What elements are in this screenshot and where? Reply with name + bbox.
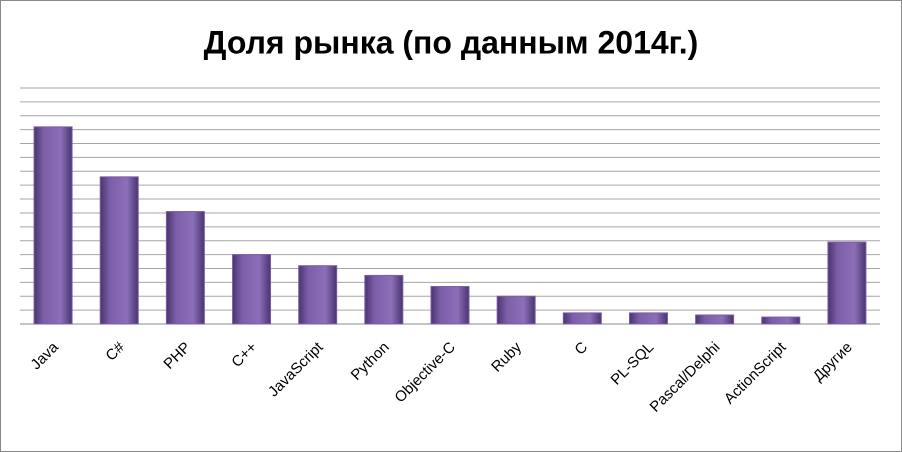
bar [364,274,404,325]
bar [827,241,867,325]
bar [430,286,470,325]
chart-title: Доля рынка (по данным 2014г.) [204,24,699,60]
bar [496,295,536,325]
bar [562,312,602,325]
bar [232,254,272,325]
bar [628,312,668,325]
bar [298,265,338,325]
bar [165,211,205,325]
bar [761,316,801,325]
bar [99,176,139,325]
bar [695,314,735,325]
bar [33,126,73,325]
